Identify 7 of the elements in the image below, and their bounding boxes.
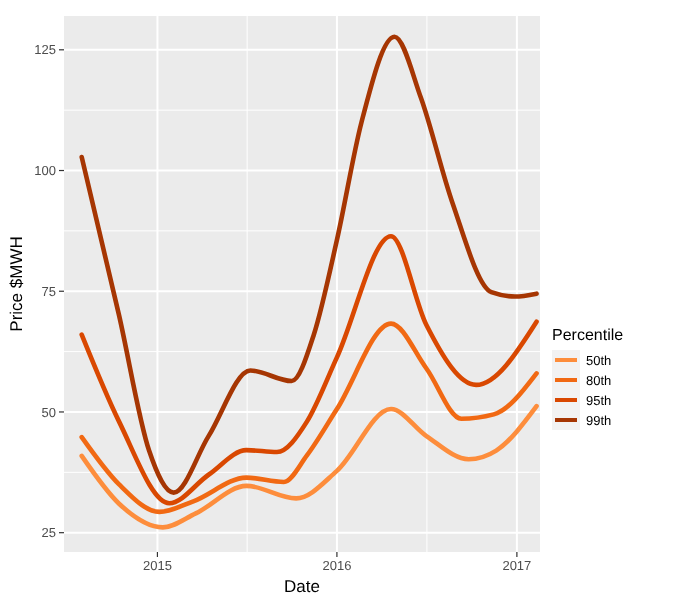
y-axis-title: Price $MWH: [6, 236, 26, 332]
line-series: [79, 321, 539, 515]
x-axis-title: Date: [284, 576, 321, 596]
line-series: [79, 403, 539, 530]
line-series: [79, 233, 539, 506]
legend-title: Percentile: [552, 326, 625, 344]
line-series: [79, 34, 539, 495]
